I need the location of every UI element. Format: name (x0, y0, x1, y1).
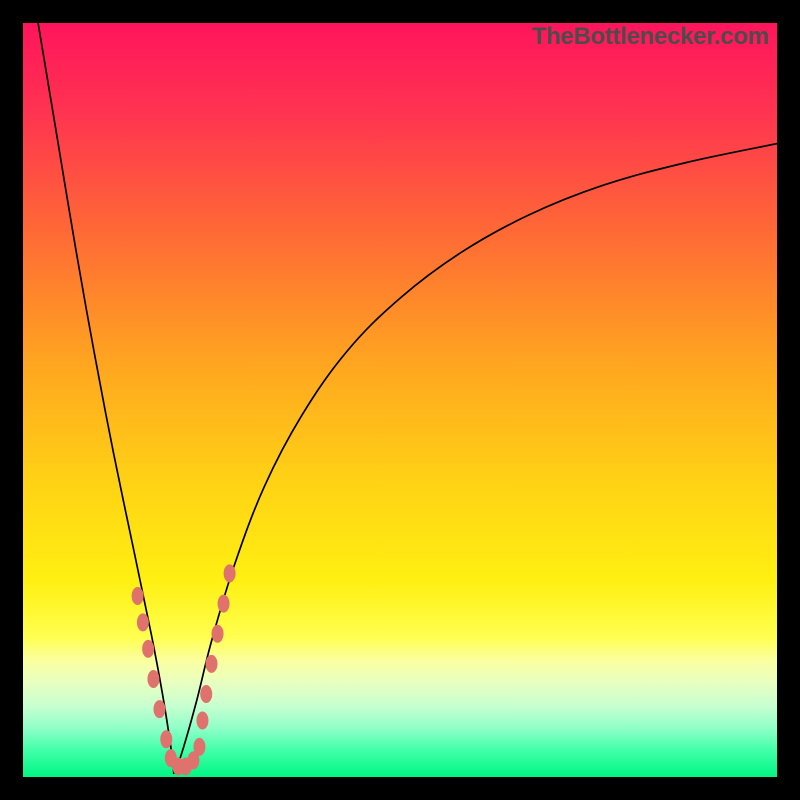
outer-frame: TheBottlenecker.com (0, 0, 800, 800)
heat-gradient-background (23, 23, 777, 777)
chart-plot-area: TheBottlenecker.com (23, 23, 777, 777)
watermark-label: TheBottlenecker.com (532, 23, 769, 51)
